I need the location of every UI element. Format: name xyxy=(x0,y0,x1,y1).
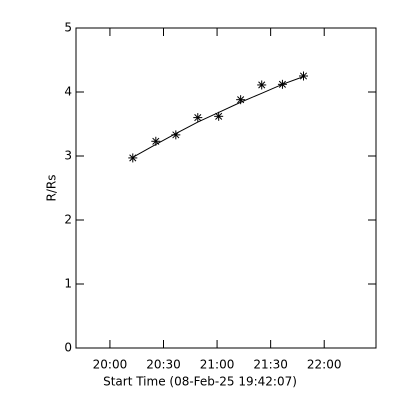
x-axis-label: Start Time (08-Feb-25 19:42:07) xyxy=(103,375,297,389)
data-point xyxy=(193,113,203,123)
y-tick-label: 1 xyxy=(64,277,72,291)
marker-stroke xyxy=(258,81,266,89)
y-axis-label: R/Rs xyxy=(45,175,59,202)
marker-stroke xyxy=(215,112,223,120)
y-tick-label: 0 xyxy=(64,341,72,355)
data-point xyxy=(257,80,267,90)
x-tick-label: 20:00 xyxy=(93,358,128,372)
fit-line xyxy=(132,76,304,158)
data-point xyxy=(299,71,308,81)
data-point xyxy=(128,153,138,163)
y-tick-label: 4 xyxy=(64,85,72,99)
marker-stroke xyxy=(152,137,160,145)
plot-frame xyxy=(75,27,377,349)
x-tick-label: 21:30 xyxy=(253,358,288,372)
data-point xyxy=(236,95,246,105)
y-tick-label: 2 xyxy=(64,213,72,227)
y-tick-label: 3 xyxy=(64,149,72,163)
x-tick-label: 20:30 xyxy=(146,358,181,372)
marker-stroke xyxy=(237,96,245,104)
x-tick-label: 22:00 xyxy=(307,358,342,372)
data-point xyxy=(214,111,224,121)
marker-stroke xyxy=(194,114,202,122)
x-tick-label: 21:00 xyxy=(200,358,235,372)
y-tick-label: 5 xyxy=(64,21,72,35)
marker-stroke xyxy=(299,72,308,80)
